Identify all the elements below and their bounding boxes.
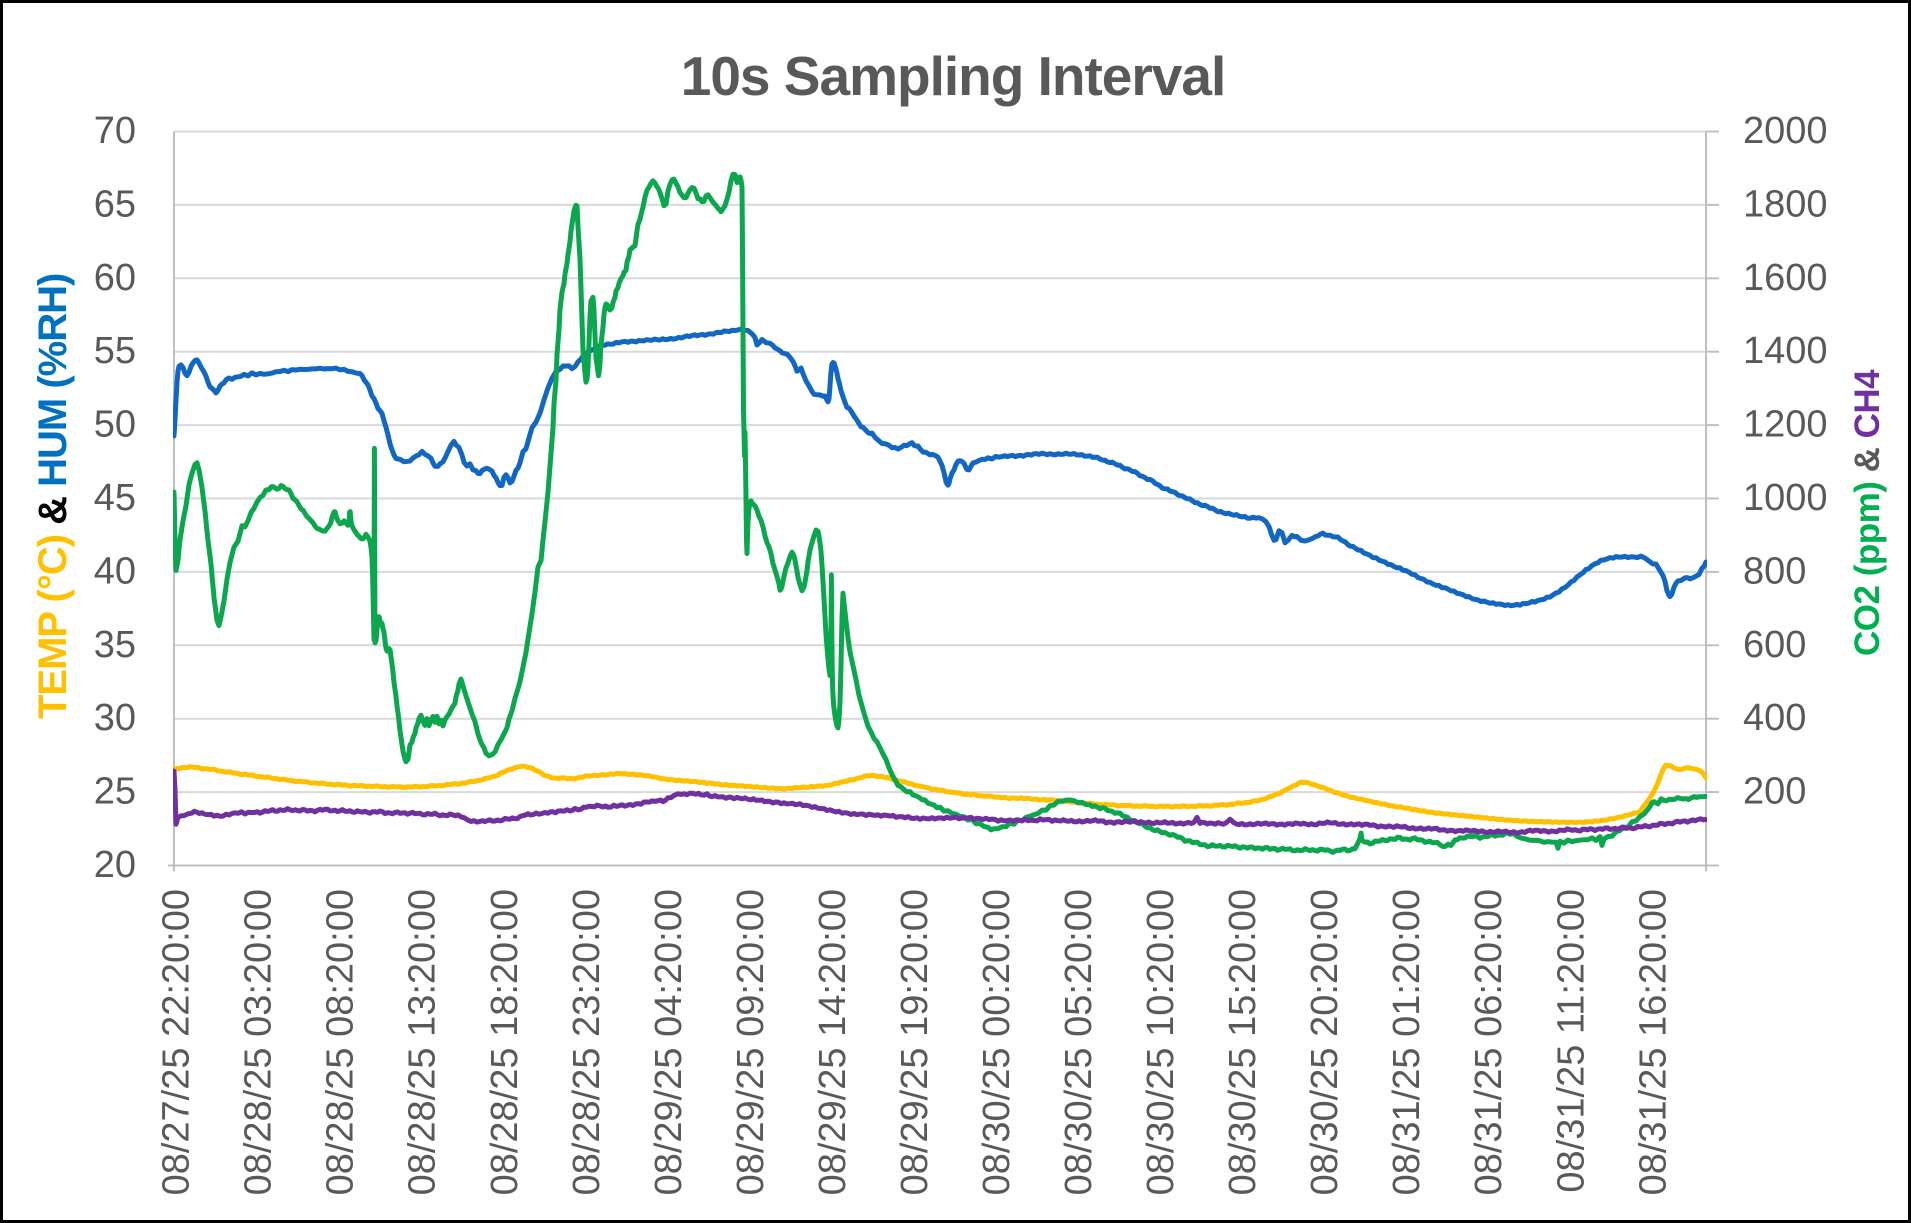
svg-text:08/27/25 22:20:00: 08/27/25 22:20:00 [156, 889, 198, 1195]
svg-text:1800: 1800 [1743, 183, 1828, 225]
svg-text:08/30/25 05:20:00: 08/30/25 05:20:00 [1058, 889, 1100, 1195]
svg-text:08/28/25 03:20:00: 08/28/25 03:20:00 [238, 889, 280, 1195]
svg-text:08/30/25 00:20:00: 08/30/25 00:20:00 [976, 889, 1018, 1195]
svg-text:1400: 1400 [1743, 330, 1828, 372]
svg-text:30: 30 [94, 697, 136, 739]
svg-text:20: 20 [94, 844, 136, 886]
svg-text:08/28/25 08:20:00: 08/28/25 08:20:00 [320, 889, 362, 1195]
svg-text:08/28/25 13:20:00: 08/28/25 13:20:00 [402, 889, 444, 1195]
svg-text:08/29/25 19:20:00: 08/29/25 19:20:00 [894, 889, 936, 1195]
svg-text:08/28/25 18:20:00: 08/28/25 18:20:00 [484, 889, 526, 1195]
svg-text:08/31/25 01:20:00: 08/31/25 01:20:00 [1386, 889, 1428, 1195]
svg-text:400: 400 [1743, 697, 1806, 739]
svg-text:10s Sampling Interval: 10s Sampling Interval [681, 45, 1226, 107]
svg-text:200: 200 [1743, 771, 1806, 813]
svg-text:08/31/25 16:20:00: 08/31/25 16:20:00 [1632, 889, 1674, 1195]
svg-text:40: 40 [94, 550, 136, 592]
svg-text:45: 45 [94, 477, 136, 519]
svg-text:08/30/25 10:20:00: 08/30/25 10:20:00 [1140, 889, 1182, 1195]
svg-text:08/31/25 06:20:00: 08/31/25 06:20:00 [1468, 889, 1510, 1195]
svg-text:50: 50 [94, 404, 136, 446]
svg-text:1000: 1000 [1743, 477, 1828, 519]
svg-text:600: 600 [1743, 624, 1806, 666]
svg-text:08/31/25 11:20:00: 08/31/25 11:20:00 [1550, 889, 1592, 1193]
svg-text:35: 35 [94, 624, 136, 666]
svg-text:1200: 1200 [1743, 404, 1828, 446]
svg-text:08/29/25 14:20:00: 08/29/25 14:20:00 [812, 889, 854, 1195]
svg-text:08/30/25 20:20:00: 08/30/25 20:20:00 [1304, 889, 1346, 1195]
svg-text:08/30/25 15:20:00: 08/30/25 15:20:00 [1222, 889, 1264, 1195]
svg-text:55: 55 [94, 330, 136, 372]
svg-text:25: 25 [94, 771, 136, 813]
svg-text:TEMP (°C) & HUM (%RH): TEMP (°C) & HUM (%RH) [31, 274, 75, 719]
svg-text:08/29/25 09:20:00: 08/29/25 09:20:00 [730, 889, 772, 1195]
svg-text:2000: 2000 [1743, 110, 1828, 152]
svg-text:08/29/25 04:20:00: 08/29/25 04:20:00 [648, 889, 690, 1195]
svg-text:08/28/25 23:20:00: 08/28/25 23:20:00 [566, 889, 608, 1195]
svg-text:800: 800 [1743, 550, 1806, 592]
svg-text:70: 70 [94, 110, 136, 152]
svg-text:65: 65 [94, 183, 136, 225]
svg-text:CO2 (ppm) & CH4: CO2 (ppm) & CH4 [1848, 369, 1887, 656]
svg-text:1600: 1600 [1743, 257, 1828, 299]
svg-text:60: 60 [94, 257, 136, 299]
